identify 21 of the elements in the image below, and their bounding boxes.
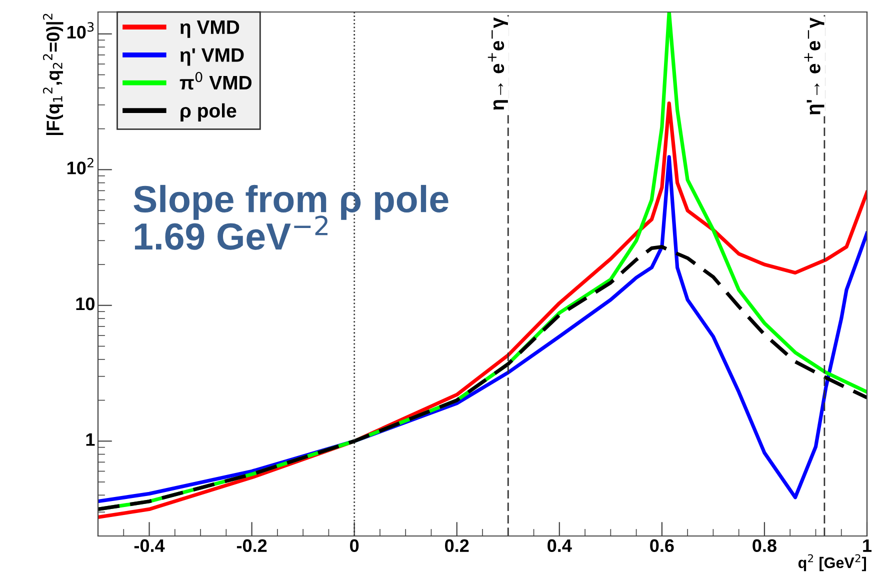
- y-tick-label: 1: [86, 433, 95, 446]
- legend-label: η VMD: [180, 20, 240, 38]
- x-tick-label: 0.4: [548, 539, 572, 552]
- x-tick-label: 0.6: [650, 539, 674, 552]
- x-tick-label: 0: [350, 539, 359, 552]
- ref-line-label: η'→ e$^{+}$e$^{−}$γ: [804, 17, 824, 114]
- y-tick-label: 10: [76, 297, 94, 310]
- y-axis-title: |F(q$_{1}$$^{2}$,q$_{2}$$^{2}$=0)|$^{2}$: [42, 14, 64, 136]
- ref-line-label: η→ e$^{+}$e$^{−}$γ: [488, 17, 508, 110]
- y-tick-label: 10$^{3}$: [67, 22, 94, 39]
- x-tick-label: -0.2: [236, 539, 267, 552]
- legend-label: η' VMD: [180, 48, 244, 66]
- x-tick-label: 0.2: [445, 539, 469, 552]
- annotation: Slope from ρ pole 1.69 GeV$^{−2}$: [134, 184, 448, 250]
- y-tick-label: 10$^{2}$: [67, 158, 94, 174]
- legend-label: π$^{0}$ VMD: [180, 72, 252, 90]
- x-axis-title: q$^{2}$ [GeV$^{2}$]: [798, 554, 866, 572]
- legend-label: ρ pole: [180, 103, 236, 122]
- x-tick-label: 0.8: [752, 539, 776, 552]
- x-tick-label: 1: [863, 539, 872, 552]
- x-tick-label: -0.4: [134, 539, 165, 552]
